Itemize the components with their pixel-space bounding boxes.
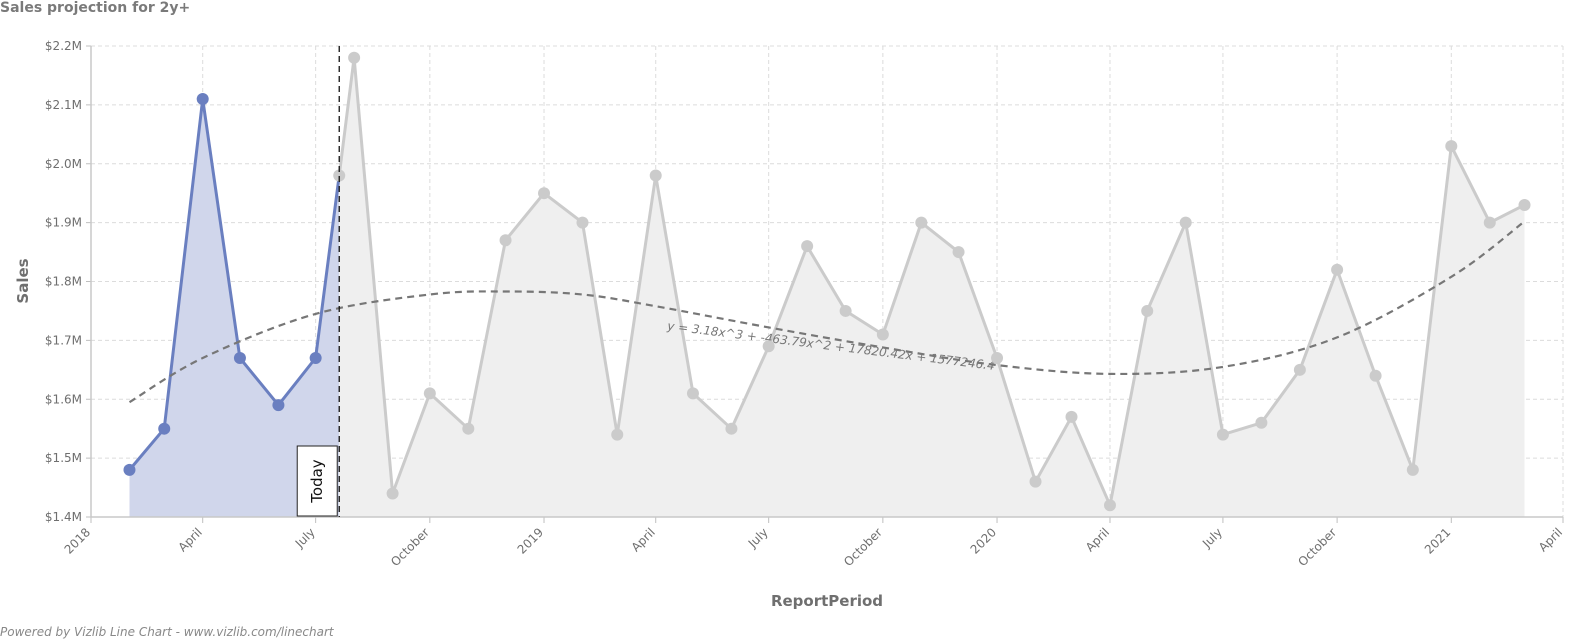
data-point — [649, 169, 662, 182]
data-point — [725, 422, 738, 435]
x-tick-label: 2021 — [1422, 525, 1453, 556]
data-point — [576, 216, 589, 229]
y-tick-label: $1.5M — [45, 451, 82, 465]
x-tick-label: April — [629, 525, 658, 554]
x-tick-label: April — [176, 525, 205, 554]
data-point — [1293, 363, 1306, 376]
data-point — [1518, 198, 1531, 211]
data-point — [1483, 216, 1496, 229]
x-tick-label: October — [1295, 525, 1339, 569]
data-point — [348, 51, 361, 64]
footer-credit: Powered by Vizlib Line Chart - www.vizli… — [0, 625, 334, 639]
data-point — [196, 92, 209, 105]
data-point — [876, 328, 889, 341]
x-tick-label: July — [292, 525, 318, 551]
y-tick-label: $1.8M — [45, 275, 82, 289]
chart-title: Sales projection for 2y+ — [0, 0, 191, 16]
data-point — [1029, 475, 1042, 488]
data-point — [123, 463, 136, 476]
series-points — [123, 51, 1531, 512]
x-tick-label: April — [1083, 525, 1112, 554]
data-point — [686, 387, 699, 400]
data-point — [1255, 416, 1268, 429]
data-point — [538, 187, 551, 200]
data-point — [1406, 463, 1419, 476]
x-tick-label: October — [388, 525, 432, 569]
y-tick-label: $1.6M — [45, 392, 82, 406]
data-point — [1103, 499, 1116, 512]
data-point — [386, 487, 399, 500]
data-point — [1331, 263, 1344, 276]
x-tick-label: October — [841, 525, 885, 569]
data-point — [1065, 410, 1078, 423]
data-point — [915, 216, 928, 229]
y-tick-label: $1.4M — [45, 510, 82, 524]
series-areas — [129, 57, 1525, 518]
y-tick-label: $2.2M — [45, 39, 82, 53]
data-point — [991, 352, 1004, 365]
data-point — [1216, 428, 1229, 441]
x-tick-label: 2020 — [968, 525, 999, 556]
data-point — [309, 352, 322, 365]
data-point — [839, 304, 852, 317]
x-tick-label: 2019 — [515, 525, 546, 556]
trendline — [128, 220, 1526, 404]
today-label-box — [296, 445, 338, 517]
y-tick-label: $1.9M — [45, 216, 82, 230]
x-tick-label: July — [1199, 525, 1225, 551]
data-point — [233, 352, 246, 365]
today-marker: Today — [296, 46, 340, 517]
y-tick-label: $1.7M — [45, 333, 82, 347]
x-tick-label: July — [745, 525, 771, 551]
data-point — [462, 422, 475, 435]
data-point — [801, 240, 814, 253]
data-point — [423, 387, 436, 400]
y-axis-label: Sales — [14, 258, 32, 303]
data-point — [762, 340, 775, 353]
data-point — [1369, 369, 1382, 382]
x-tick-label: April — [1536, 525, 1565, 554]
data-point — [499, 234, 512, 247]
series-area-0 — [129, 99, 340, 517]
x-tick-label: 2018 — [62, 525, 93, 556]
data-point — [611, 428, 624, 441]
data-point — [158, 422, 171, 435]
data-point — [1141, 304, 1154, 317]
data-point — [1179, 216, 1192, 229]
data-point — [952, 246, 965, 259]
data-point — [272, 399, 285, 412]
y-tick-label: $2.0M — [45, 157, 82, 171]
y-tick-label: $2.1M — [45, 98, 82, 112]
data-point — [1445, 140, 1458, 153]
x-axis-label: ReportPeriod — [771, 592, 883, 610]
data-point — [333, 169, 346, 182]
series-area-1 — [339, 57, 1525, 518]
today-label: Today — [308, 459, 326, 504]
